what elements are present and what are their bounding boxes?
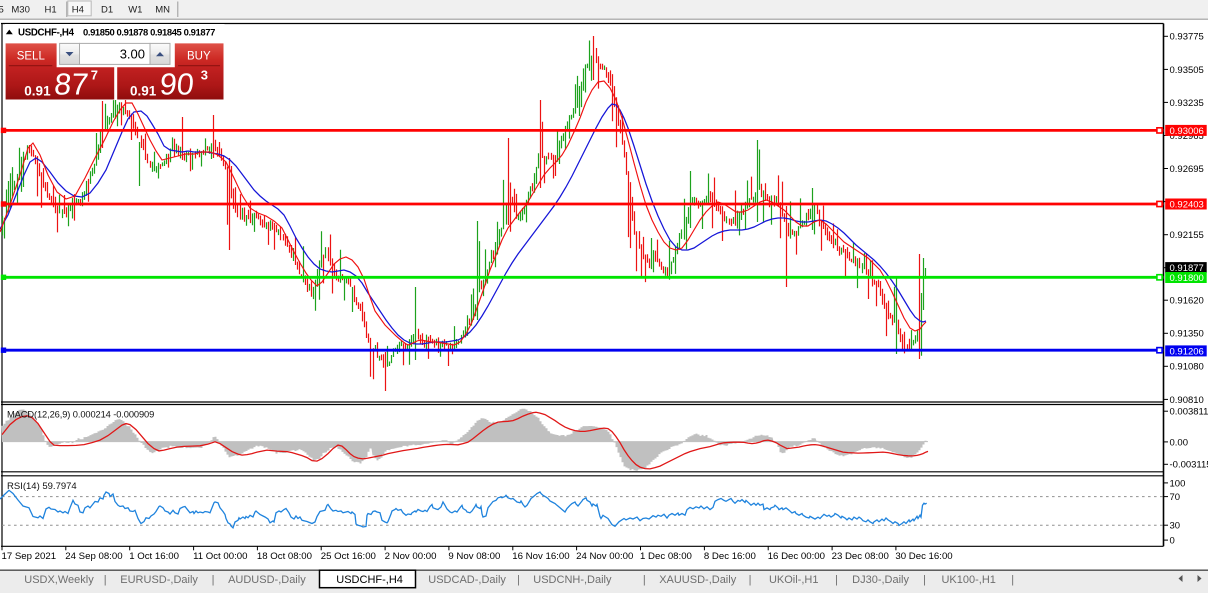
svg-text:MACD(12,26,9) 0.000214 -0.0009: MACD(12,26,9) 0.000214 -0.000909 — [7, 410, 154, 420]
svg-text:UKOil-,H1: UKOil-,H1 — [769, 574, 819, 586]
svg-text:|: | — [1011, 574, 1014, 586]
svg-text:24 Sep 08:00: 24 Sep 08:00 — [65, 551, 122, 562]
svg-text:|: | — [517, 574, 520, 586]
svg-text:|: | — [643, 574, 646, 586]
svg-text:5: 5 — [0, 5, 4, 16]
svg-text:UK100-,H1: UK100-,H1 — [941, 574, 995, 586]
svg-text:0.91206: 0.91206 — [1170, 346, 1204, 357]
svg-text:100: 100 — [1170, 478, 1186, 489]
svg-text:XAUUSD-,Daily: XAUUSD-,Daily — [659, 574, 737, 586]
svg-text:0.93235: 0.93235 — [1170, 98, 1204, 109]
svg-text:1 Oct 16:00: 1 Oct 16:00 — [129, 551, 179, 562]
svg-text:0.91: 0.91 — [130, 83, 157, 98]
svg-text:30: 30 — [1170, 521, 1181, 532]
svg-text:AUDUSD-,Daily: AUDUSD-,Daily — [228, 574, 306, 586]
svg-text:3: 3 — [201, 67, 208, 82]
svg-text:0.93505: 0.93505 — [1170, 65, 1204, 76]
svg-text:0.92403: 0.92403 — [1170, 199, 1204, 210]
svg-text:8 Dec 16:00: 8 Dec 16:00 — [704, 551, 756, 562]
svg-text:0.90810: 0.90810 — [1170, 395, 1204, 406]
svg-text:0.91080: 0.91080 — [1170, 362, 1204, 373]
svg-text:0.92155: 0.92155 — [1170, 230, 1204, 241]
svg-text:9 Nov 08:00: 9 Nov 08:00 — [448, 551, 500, 562]
svg-text:USDCHF-,H4: USDCHF-,H4 — [18, 28, 75, 39]
svg-text:USDCAD-,Daily: USDCAD-,Daily — [428, 574, 506, 586]
svg-text:H4: H4 — [72, 5, 84, 16]
svg-text:18 Oct 08:00: 18 Oct 08:00 — [257, 551, 312, 562]
svg-text:D1: D1 — [101, 5, 113, 16]
svg-text:|: | — [923, 574, 926, 586]
svg-text:|: | — [104, 574, 107, 586]
svg-text:90: 90 — [158, 68, 195, 102]
svg-text:0.91620: 0.91620 — [1170, 296, 1204, 307]
svg-text:0.91850 0.91878 0.91845 0.9187: 0.91850 0.91878 0.91845 0.91877 — [83, 28, 215, 39]
svg-text:BUY: BUY — [187, 50, 211, 62]
svg-text:0.93006: 0.93006 — [1170, 126, 1204, 137]
svg-text:0.003811: 0.003811 — [1170, 407, 1208, 418]
svg-text:0.93775: 0.93775 — [1170, 32, 1204, 43]
svg-text:|: | — [835, 574, 838, 586]
svg-text:0.00: 0.00 — [1170, 437, 1189, 448]
svg-text:0.92695: 0.92695 — [1170, 164, 1204, 175]
svg-text:DJ30-,Daily: DJ30-,Daily — [852, 574, 909, 586]
svg-text:0.91877: 0.91877 — [1170, 263, 1204, 274]
svg-text:2 Nov 00:00: 2 Nov 00:00 — [385, 551, 437, 562]
svg-text:0.91: 0.91 — [24, 83, 51, 98]
svg-text:70: 70 — [1170, 492, 1181, 503]
svg-text:16 Nov 16:00: 16 Nov 16:00 — [512, 551, 569, 562]
svg-text:USDCHF-,H4: USDCHF-,H4 — [336, 574, 403, 586]
svg-text:|: | — [749, 574, 752, 586]
svg-text:W1: W1 — [128, 5, 142, 16]
svg-text:30 Dec 16:00: 30 Dec 16:00 — [895, 551, 952, 562]
svg-text:|: | — [212, 574, 215, 586]
svg-text:17 Sep 2021: 17 Sep 2021 — [2, 551, 57, 562]
svg-text:H1: H1 — [45, 5, 57, 16]
svg-text:-0.003115: -0.003115 — [1170, 460, 1208, 471]
svg-text:M30: M30 — [11, 5, 29, 16]
svg-text:16 Dec 00:00: 16 Dec 00:00 — [768, 551, 825, 562]
svg-text:3.00: 3.00 — [120, 46, 145, 61]
svg-text:RSI(14) 59.7974: RSI(14) 59.7974 — [7, 481, 77, 492]
svg-text:11 Oct 00:00: 11 Oct 00:00 — [193, 551, 247, 562]
svg-text:0.91350: 0.91350 — [1170, 329, 1204, 340]
svg-text:SELL: SELL — [17, 50, 46, 62]
svg-text:1 Dec 08:00: 1 Dec 08:00 — [640, 551, 692, 562]
svg-text:0.91800: 0.91800 — [1170, 273, 1204, 284]
svg-text:EURUSD-,Daily: EURUSD-,Daily — [120, 574, 198, 586]
svg-text:24 Nov 00:00: 24 Nov 00:00 — [576, 551, 633, 562]
svg-text:0: 0 — [1170, 536, 1175, 547]
svg-text:7: 7 — [91, 67, 98, 82]
svg-text:0.92965: 0.92965 — [1170, 131, 1204, 142]
svg-text:MN: MN — [155, 5, 170, 16]
svg-text:25 Oct 16:00: 25 Oct 16:00 — [321, 551, 376, 562]
svg-text:USDX,Weekly: USDX,Weekly — [24, 574, 94, 586]
svg-text:87: 87 — [53, 68, 90, 102]
svg-text:23 Dec 08:00: 23 Dec 08:00 — [832, 551, 889, 562]
svg-text:USDCNH-,Daily: USDCNH-,Daily — [533, 574, 612, 586]
